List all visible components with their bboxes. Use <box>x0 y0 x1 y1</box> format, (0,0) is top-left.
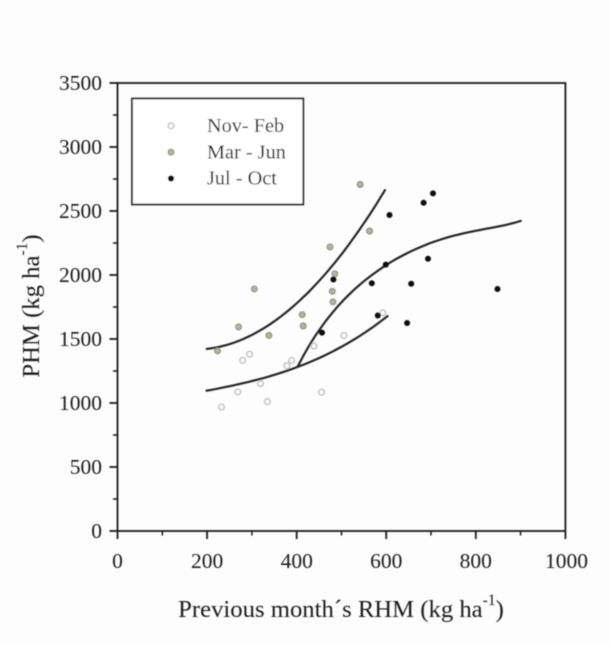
svg-text:2500: 2500 <box>59 199 102 223</box>
svg-text:0: 0 <box>112 549 123 573</box>
svg-text:500: 500 <box>70 455 102 479</box>
svg-text:2000: 2000 <box>59 263 102 287</box>
svg-text:0: 0 <box>91 519 102 543</box>
svg-text:Previous month´s RHM (kg ha-1): Previous month´s RHM (kg ha-1) <box>178 592 504 623</box>
svg-text:600: 600 <box>370 549 402 573</box>
svg-text:400: 400 <box>281 549 313 573</box>
svg-text:1000: 1000 <box>545 549 588 573</box>
svg-text:Mar - Jun: Mar - Jun <box>207 141 286 163</box>
svg-text:3000: 3000 <box>59 135 102 159</box>
svg-text:1500: 1500 <box>59 327 102 351</box>
svg-text:PHM (kg ha-1): PHM (kg ha-1) <box>14 234 45 377</box>
svg-text:3500: 3500 <box>59 71 102 95</box>
svg-text:Nov- Feb: Nov- Feb <box>207 115 284 137</box>
svg-text:800: 800 <box>460 549 492 573</box>
svg-text:Jul - Oct: Jul - Oct <box>207 168 277 190</box>
svg-text:200: 200 <box>191 549 223 573</box>
svg-text:1000: 1000 <box>59 391 102 415</box>
